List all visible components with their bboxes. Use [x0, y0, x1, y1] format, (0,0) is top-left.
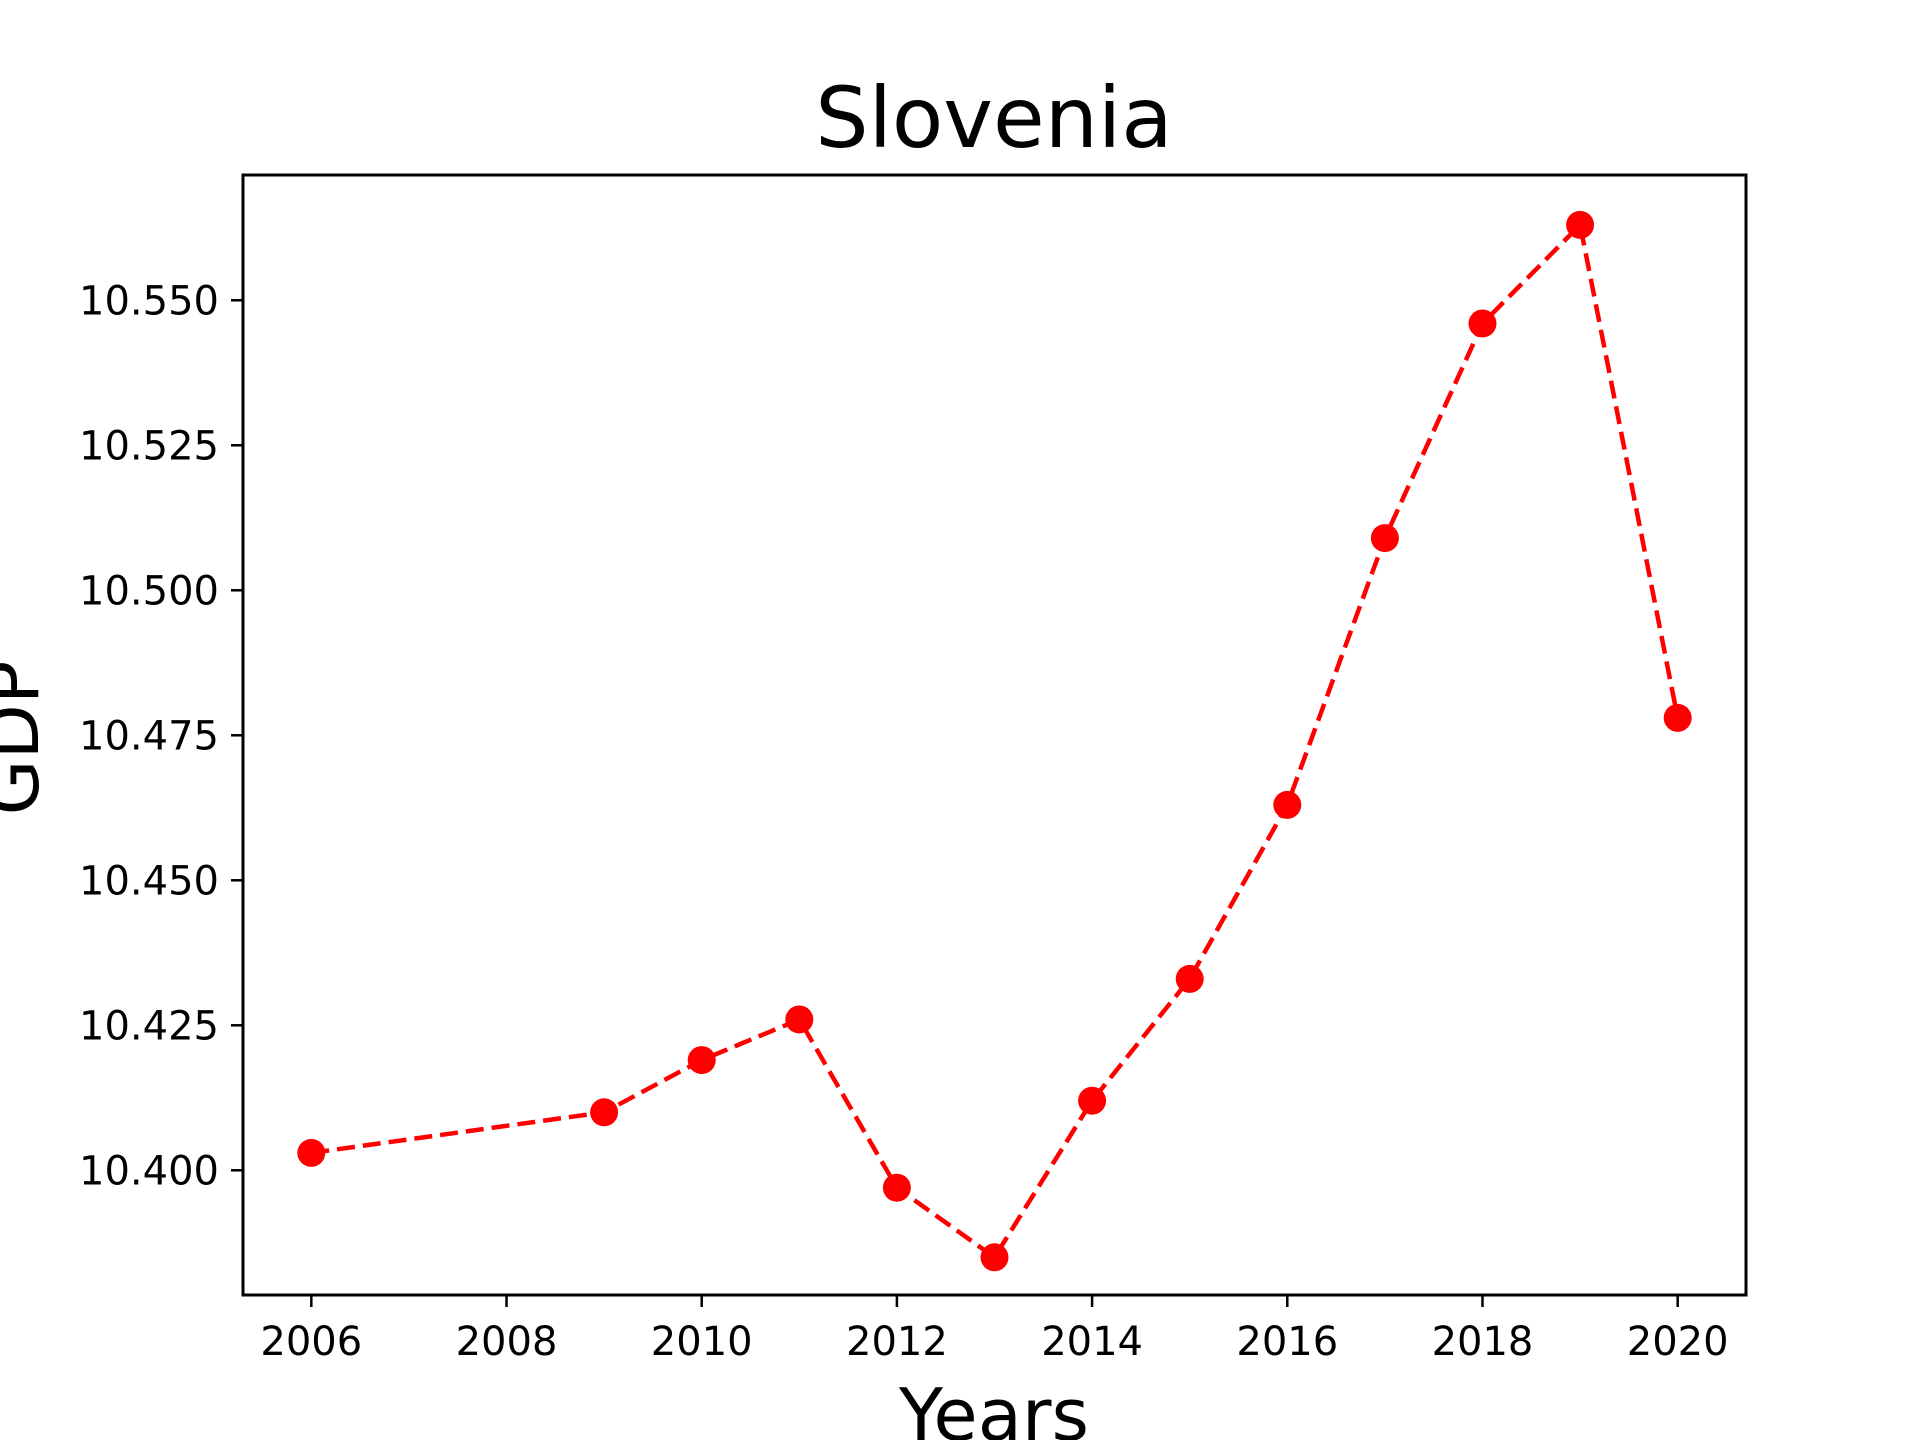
chart-title: Slovenia: [815, 69, 1173, 167]
data-point: [1566, 210, 1595, 239]
data-point: [785, 1005, 814, 1034]
x-tick-label: 2014: [1041, 1319, 1143, 1365]
data-point: [980, 1243, 1009, 1272]
data-point: [687, 1046, 716, 1075]
x-tick-label: 2012: [846, 1319, 948, 1365]
series-line: [311, 220, 1680, 1261]
x-tick-label: 2010: [651, 1319, 753, 1365]
data-point: [590, 1098, 619, 1127]
x-tick-label: 2008: [456, 1319, 558, 1365]
y-tick-label: 10.425: [79, 1003, 219, 1049]
data-point: [1468, 309, 1497, 338]
x-axis-label: Years: [898, 1373, 1089, 1440]
data-point: [1078, 1086, 1107, 1115]
ticks-layer: 2006 2008 2010 2012 2014 2016 2018 2020 10.400 10…: [79, 278, 1729, 1365]
data-point: [1175, 964, 1204, 993]
data-point: [297, 1138, 326, 1167]
y-axis-label: GDP: [0, 661, 55, 816]
y-tick-label: 10.550: [79, 278, 219, 324]
data-point: [882, 1173, 911, 1202]
y-tick-label: 10.400: [79, 1148, 219, 1194]
plot-frame: [241, 173, 1748, 1297]
x-tick-label: 2006: [260, 1319, 362, 1365]
series-layer: [297, 210, 1692, 1272]
x-tick-label: 2016: [1236, 1319, 1338, 1365]
data-point: [1370, 524, 1399, 553]
data-point: [1273, 790, 1302, 819]
x-tick-label: 2020: [1627, 1319, 1729, 1365]
y-tick-label: 10.525: [79, 423, 219, 469]
y-tick-label: 10.500: [79, 568, 219, 614]
data-point: [1663, 703, 1692, 732]
y-tick-label: 10.450: [79, 858, 219, 904]
x-tick-label: 2018: [1432, 1319, 1534, 1365]
y-tick-label: 10.475: [79, 713, 219, 759]
